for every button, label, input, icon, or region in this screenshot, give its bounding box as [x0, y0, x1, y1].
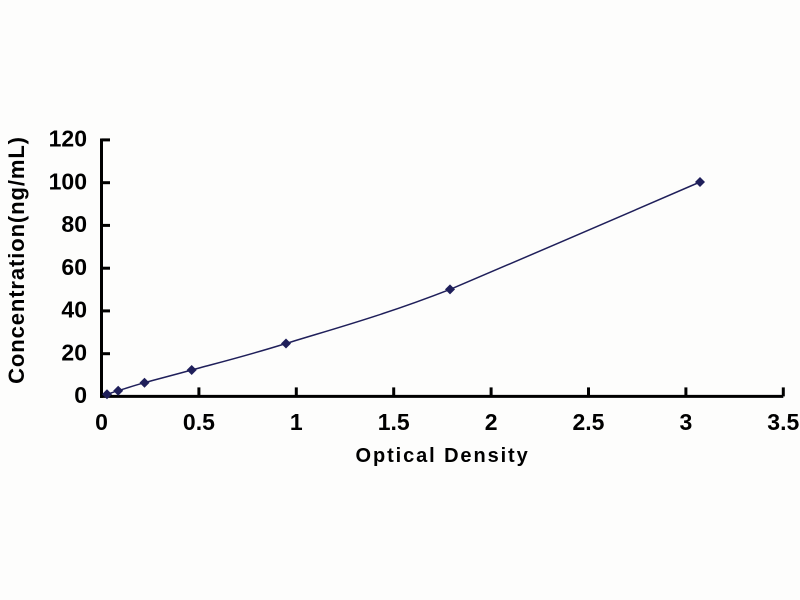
svg-text:100: 100 — [49, 168, 87, 194]
svg-text:2: 2 — [485, 409, 498, 435]
svg-text:3: 3 — [680, 409, 693, 435]
svg-text:0: 0 — [74, 382, 87, 408]
svg-text:60: 60 — [61, 254, 87, 280]
svg-text:1.5: 1.5 — [378, 409, 410, 435]
svg-text:1: 1 — [290, 409, 303, 435]
svg-text:20: 20 — [61, 339, 87, 365]
svg-text:120: 120 — [49, 126, 87, 152]
svg-text:0.5: 0.5 — [183, 409, 215, 435]
svg-text:0: 0 — [95, 409, 108, 435]
svg-text:2.5: 2.5 — [573, 409, 605, 435]
svg-text:Concentration(ng/mL): Concentration(ng/mL) — [4, 136, 29, 384]
svg-text:80: 80 — [61, 211, 87, 237]
svg-text:Optical Density: Optical Density — [356, 445, 530, 467]
svg-text:3.5: 3.5 — [767, 409, 799, 435]
svg-text:40: 40 — [61, 297, 87, 323]
